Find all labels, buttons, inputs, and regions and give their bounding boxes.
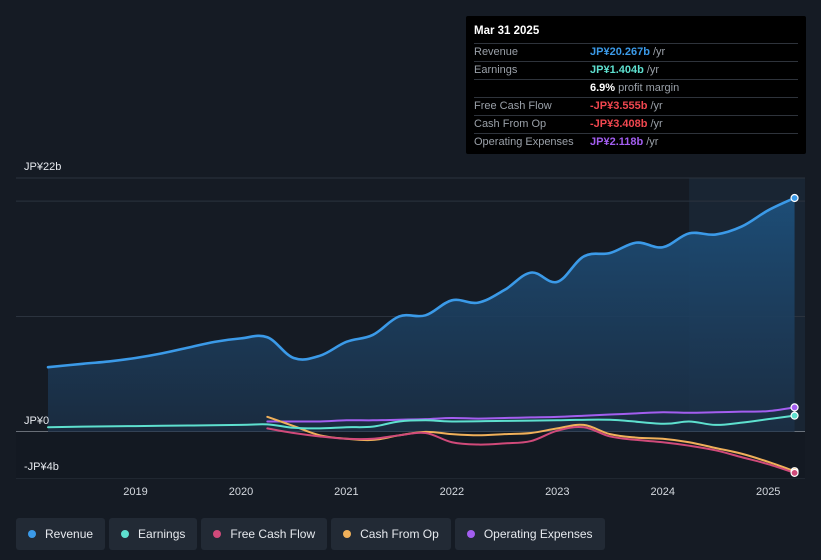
tooltip-row-label: Free Cash Flow [474, 100, 552, 112]
y-tick-label: JP¥22b [24, 161, 61, 173]
legend-dot-icon [466, 530, 475, 538]
tooltip-row-suffix: /yr [646, 64, 660, 76]
tooltip-date: Mar 31 2025 [474, 24, 798, 44]
legend-dot-icon [121, 530, 130, 538]
tooltip-row-suffix: /yr [652, 46, 666, 58]
tooltip-row-value: JP¥1.404b [590, 64, 644, 76]
legend-item-operating-expenses[interactable]: Operating Expenses [454, 518, 605, 550]
legend-item-cash-from-op[interactable]: Cash From Op [331, 518, 451, 550]
operating-expenses-end-marker [790, 403, 799, 412]
y-tick-label: -JP¥4b [24, 461, 59, 473]
legend-dot-icon [343, 530, 352, 538]
legend-item-earnings[interactable]: Earnings [109, 518, 198, 550]
series-layer [46, 196, 796, 474]
tooltip-row-suffix: /yr [646, 136, 659, 148]
tooltip-row-label: Revenue [474, 46, 519, 58]
revenue-area [48, 197, 795, 432]
revenue-end-marker [790, 193, 799, 203]
earnings-line [47, 414, 796, 430]
operating-expenses-line [266, 406, 796, 423]
tooltip-row-label: Operating Expenses [474, 136, 574, 148]
tooltip-row-value: -JP¥3.408b [590, 118, 648, 130]
legend-label: Free Cash Flow [230, 527, 316, 541]
tooltip-row-value: JP¥2.118b [590, 136, 644, 148]
legend-label: Operating Expenses [483, 527, 593, 541]
tooltip-row: Cash From Op -JP¥3.408b/yr [474, 116, 798, 134]
x-tick-label: 2020 [229, 486, 253, 498]
x-axis-labels: 2019 2020 2021 2022 2023 2024 2025 [123, 486, 780, 498]
end-markers [790, 193, 799, 477]
tooltip: Mar 31 2025 Revenue JP¥20.267b/yr Earnings… [466, 16, 806, 154]
tooltip-row-suffix: /yr [650, 118, 663, 130]
tooltip-row: Earnings JP¥1.404b/yr [474, 62, 798, 80]
tooltip-row-value: -JP¥3.555b [590, 100, 648, 112]
legend-label: Revenue [45, 527, 94, 541]
legend-item-free-cash-flow[interactable]: Free Cash Flow [201, 518, 328, 550]
legend-label: Cash From Op [360, 527, 439, 541]
tooltip-row-value: 6.9% [590, 82, 616, 94]
x-tick-label: 2024 [651, 486, 675, 498]
revenue-line [46, 196, 796, 369]
legend-label: Earnings [138, 527, 186, 541]
free-cash-flow-end-marker [790, 468, 799, 477]
negative-zone [16, 431, 805, 478]
y-tick-label: JP¥0 [24, 415, 49, 427]
free-cash-flow-line [266, 425, 796, 474]
tooltip-row-suffix: profit margin [618, 82, 680, 94]
legend-item-revenue[interactable]: Revenue [16, 518, 106, 550]
tooltip-row-label: Earnings [474, 64, 518, 76]
tooltip-row-suffix: /yr [650, 100, 663, 112]
legend: Revenue Earnings Free Cash Flow Cash From O… [16, 518, 605, 550]
y-axis-labels: JP¥22b JP¥0 -JP¥4b [24, 161, 61, 473]
tooltip-row: 6.9% profit margin [474, 80, 798, 98]
x-tick-label: 2019 [123, 486, 147, 498]
tooltip-row: Operating Expenses JP¥2.118b/yr [474, 134, 798, 151]
tooltip-row-value: JP¥20.267b [590, 46, 650, 58]
legend-dot-icon [28, 530, 36, 538]
legend-dot-icon [213, 530, 222, 538]
tooltip-row: Revenue JP¥20.267b/yr [474, 44, 798, 62]
x-tick-label: 2025 [756, 486, 780, 498]
tooltip-row-label [474, 80, 590, 97]
tooltip-row-label: Cash From Op [474, 118, 547, 130]
x-tick-label: 2021 [334, 486, 358, 498]
negative-zone-fill [16, 431, 805, 478]
earnings-end-marker [790, 411, 799, 420]
x-tick-label: 2022 [440, 486, 464, 498]
tooltip-row: Free Cash Flow -JP¥3.555b/yr [474, 98, 798, 116]
x-tick-label: 2023 [545, 486, 569, 498]
